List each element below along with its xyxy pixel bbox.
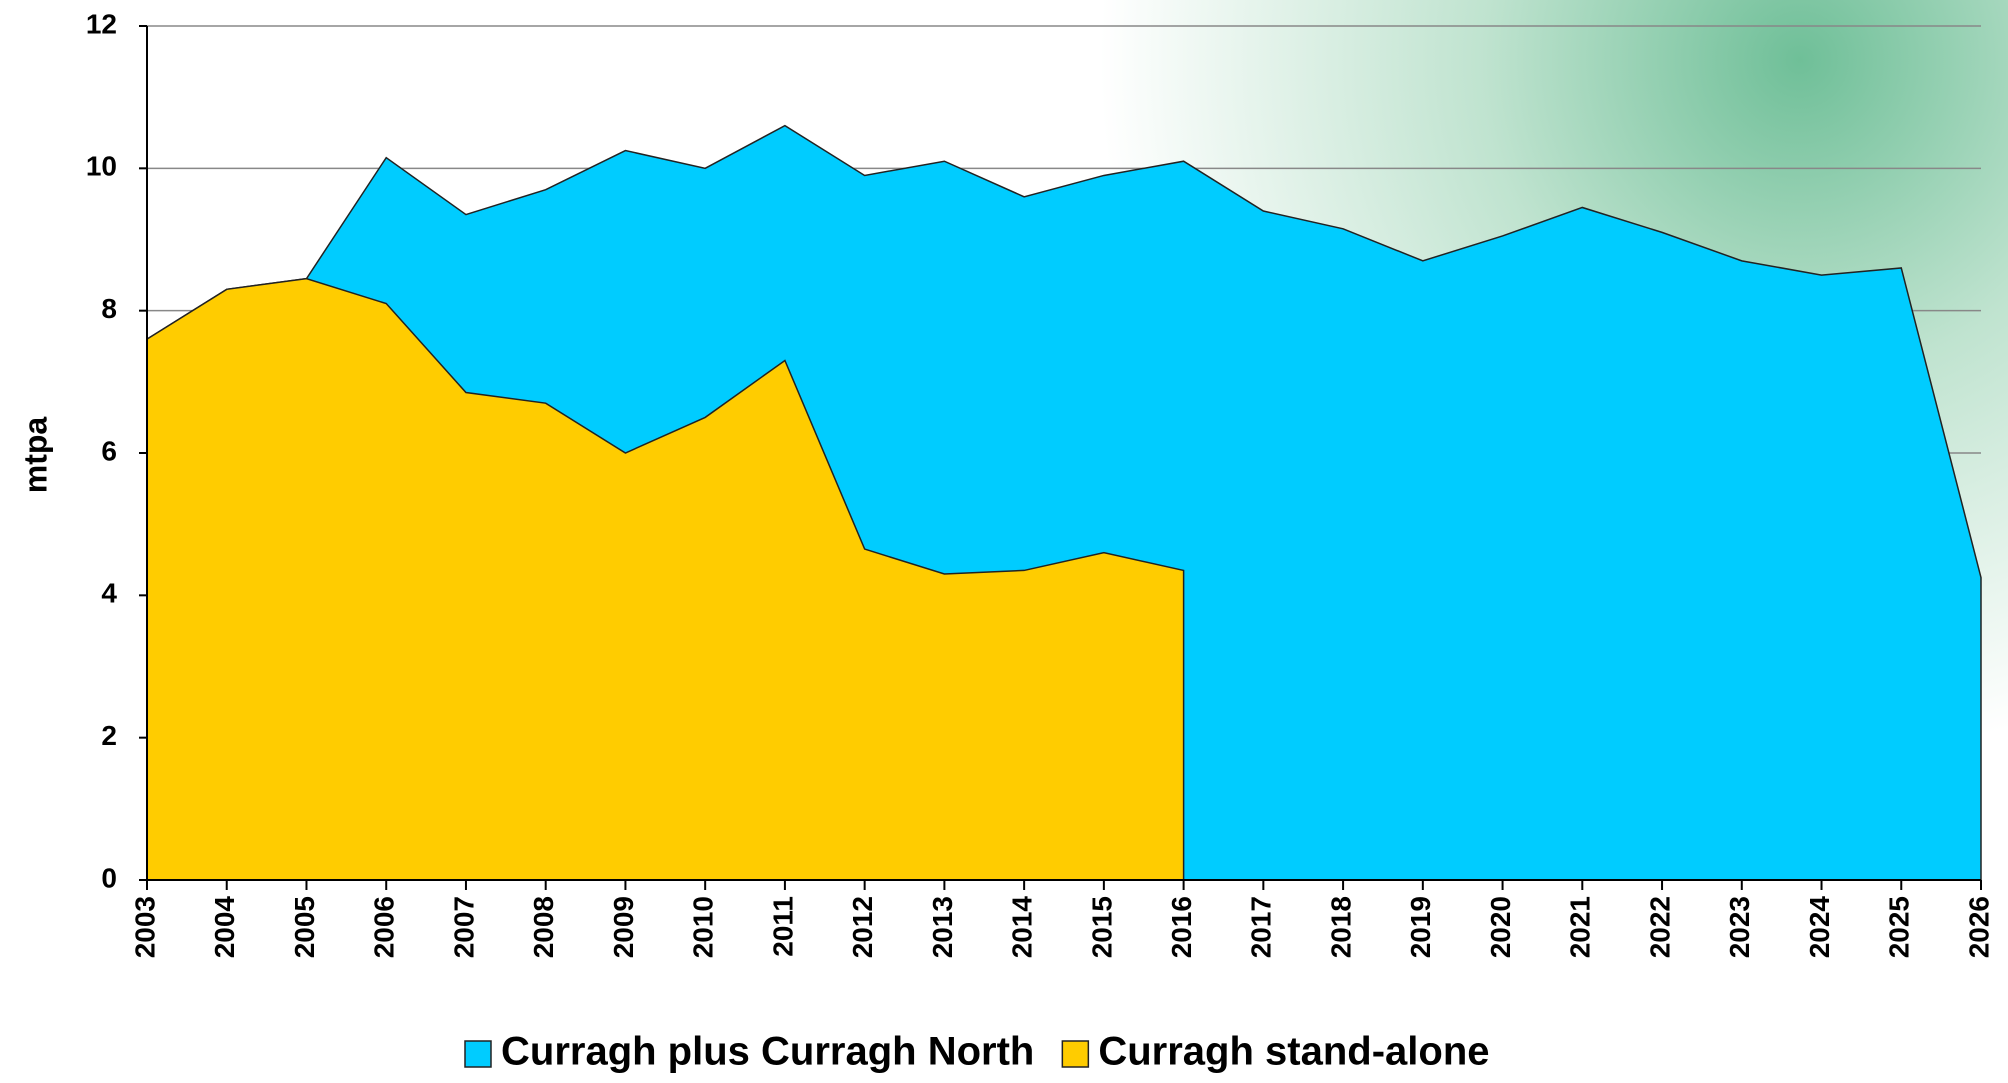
x-tick-label: 2014 <box>1007 896 1038 959</box>
legend-label: Curragh plus Curragh North <box>501 1030 1034 1074</box>
x-tick-label: 2017 <box>1246 896 1277 958</box>
y-tick-label: 8 <box>101 293 117 324</box>
y-tick-label: 10 <box>86 151 117 182</box>
x-tick-label: 2024 <box>1804 896 1835 959</box>
x-tick-label: 2009 <box>608 896 639 958</box>
x-tick-label: 2008 <box>528 896 559 958</box>
y-tick-label: 4 <box>101 578 117 609</box>
x-tick-label: 2003 <box>129 896 160 958</box>
x-tick-label: 2015 <box>1086 896 1117 958</box>
x-tick-label: 2011 <box>767 896 798 957</box>
x-tick-label: 2010 <box>688 896 719 958</box>
x-tick-label: 2004 <box>209 896 240 959</box>
y-tick-label: 0 <box>101 862 117 893</box>
x-tick-label: 2019 <box>1405 896 1436 958</box>
x-tick-label: 2005 <box>289 896 320 958</box>
x-tick-label: 2012 <box>847 896 878 958</box>
x-tick-label: 2025 <box>1884 896 1915 958</box>
y-axis-label: mtpa <box>17 417 53 494</box>
x-tick-label: 2018 <box>1325 896 1356 958</box>
x-tick-label: 2013 <box>927 896 958 958</box>
x-tick-label: 2006 <box>369 896 400 958</box>
y-tick-label: 2 <box>101 720 117 751</box>
x-tick-label: 2021 <box>1565 896 1596 958</box>
legend: Curragh plus Curragh North Curragh stand-… <box>464 1030 1490 1074</box>
x-tick-label: 2007 <box>448 896 479 958</box>
x-tick-label: 2026 <box>1963 896 1994 958</box>
x-tick-label: 2023 <box>1724 896 1755 958</box>
legend-swatch <box>464 1040 492 1068</box>
legend-swatch <box>1061 1040 1090 1068</box>
legend-label: Curragh stand-alone <box>1098 1030 1489 1074</box>
y-tick-label: 12 <box>86 8 117 39</box>
x-tick-label: 2020 <box>1485 896 1516 958</box>
y-tick-label: 6 <box>101 435 117 466</box>
x-tick-label: 2016 <box>1166 896 1197 958</box>
area <box>146 277 1185 881</box>
x-tick-label: 2022 <box>1644 896 1675 958</box>
